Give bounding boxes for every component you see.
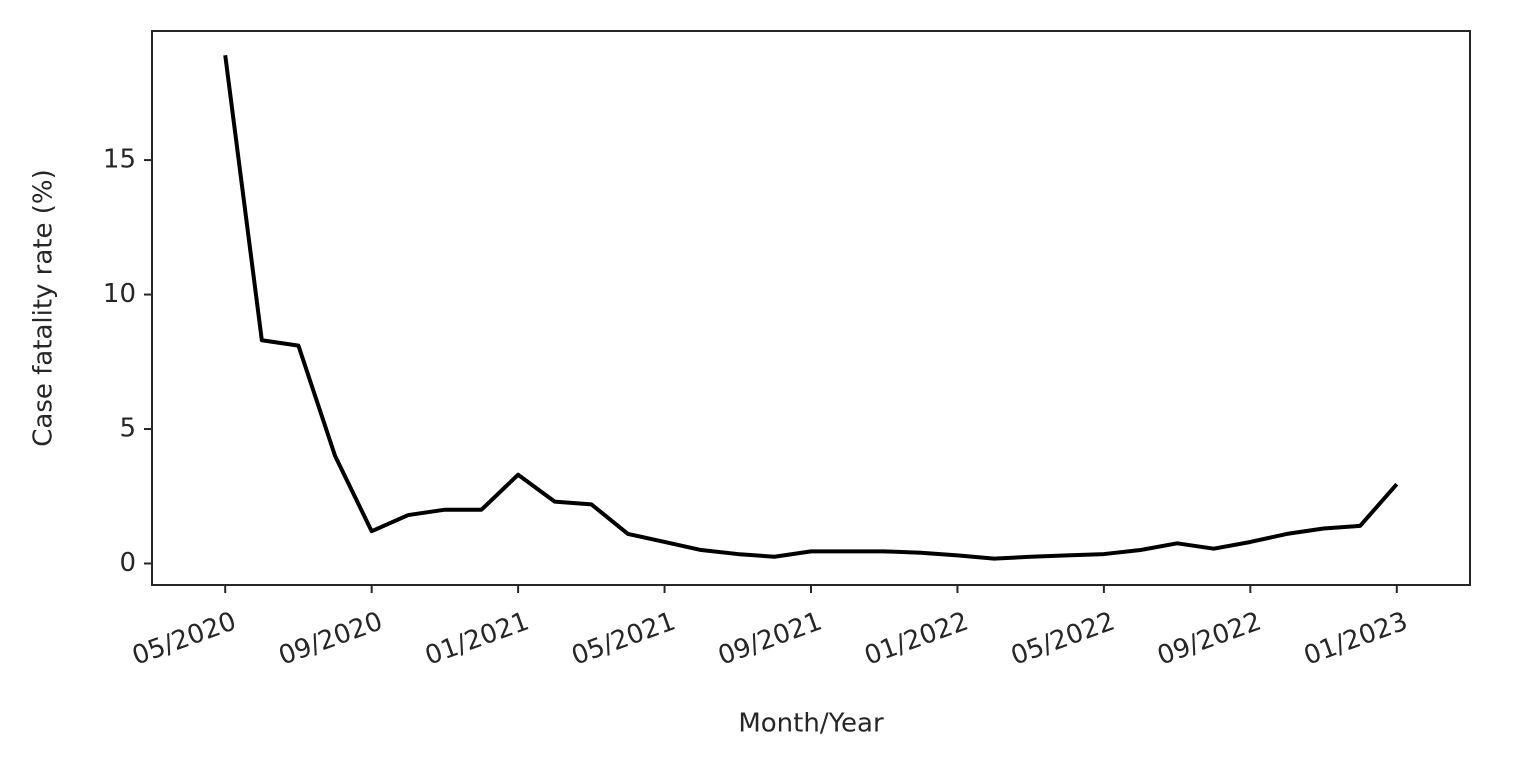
- x-axis-label: Month/Year: [738, 709, 884, 739]
- y-tick-label: 15: [103, 145, 136, 175]
- x-tick-label: 09/2022: [1154, 606, 1266, 671]
- y-tick-label: 0: [119, 548, 136, 578]
- x-tick-label: 01/2021: [421, 606, 533, 671]
- y-tick-label: 10: [103, 279, 136, 309]
- y-axis-label: Case fatality rate (%): [29, 169, 59, 446]
- x-tick-label: 01/2022: [861, 606, 973, 671]
- line: [223, 54, 1399, 561]
- x-tick-label: 09/2020: [275, 606, 387, 671]
- x-tick-label: 01/2023: [1300, 606, 1412, 671]
- x-tick-label: 05/2021: [568, 606, 680, 671]
- plot-frame: [151, 30, 1471, 586]
- y-tick-label: 5: [119, 414, 136, 444]
- x-tick-label: 05/2022: [1007, 606, 1119, 671]
- x-tick-label: 05/2020: [128, 606, 240, 671]
- x-tick-label: 09/2021: [714, 606, 826, 671]
